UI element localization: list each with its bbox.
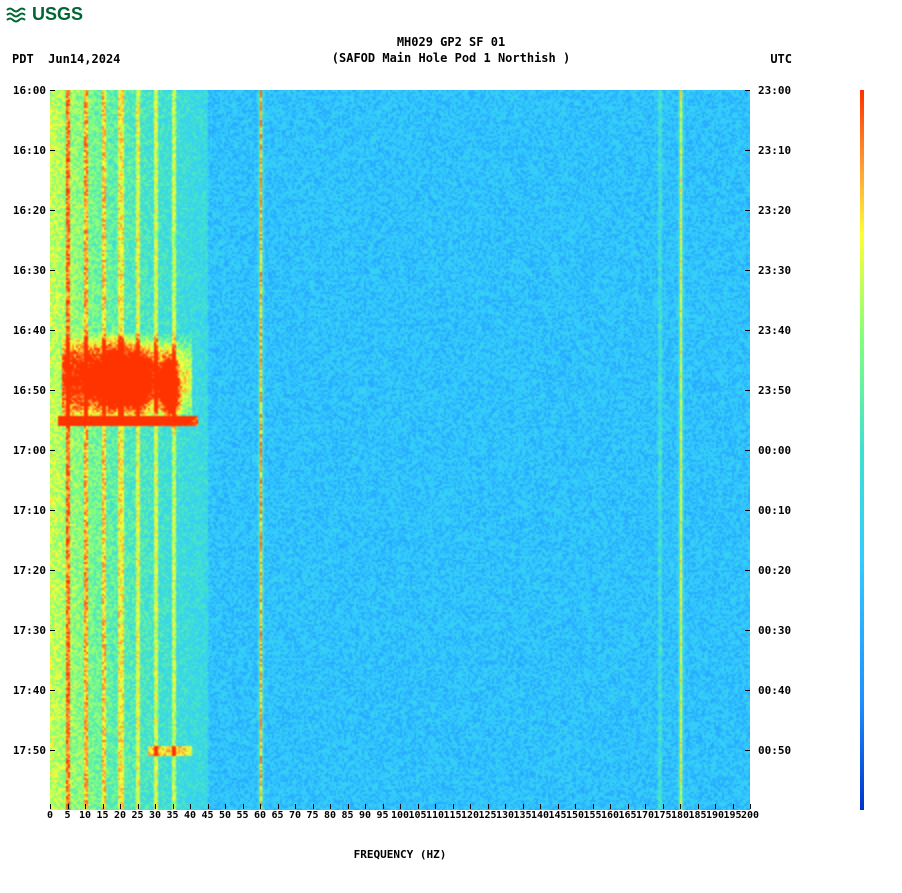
y-tick-right: 23:40 <box>758 324 791 337</box>
x-tick: 120 <box>461 810 479 821</box>
x-tick: 55 <box>236 810 248 821</box>
y-tick-right: 23:10 <box>758 144 791 157</box>
y-axis-right: 23:0023:1023:2023:3023:4023:5000:0000:10… <box>750 90 800 810</box>
y-tick-right: 00:00 <box>758 444 791 457</box>
y-tick-left: 16:30 <box>13 264 46 277</box>
x-tick: 10 <box>79 810 91 821</box>
x-tick: 195 <box>723 810 741 821</box>
y-tick-left: 17:00 <box>13 444 46 457</box>
x-axis: 0510152025303540455055606570758085909510… <box>50 810 750 850</box>
y-tick-left: 17:10 <box>13 504 46 517</box>
x-tick: 20 <box>114 810 126 821</box>
x-tick: 105 <box>408 810 426 821</box>
y-tick-right: 23:20 <box>758 204 791 217</box>
x-tick: 25 <box>131 810 143 821</box>
x-tick: 80 <box>324 810 336 821</box>
y-tick-right: 23:30 <box>758 264 791 277</box>
x-tick: 40 <box>184 810 196 821</box>
y-tick-left: 16:50 <box>13 384 46 397</box>
x-tick: 100 <box>391 810 409 821</box>
y-tick-right: 23:00 <box>758 84 791 97</box>
x-tick: 155 <box>583 810 601 821</box>
y-tick-left: 16:10 <box>13 144 46 157</box>
x-tick: 75 <box>306 810 318 821</box>
x-tick: 115 <box>443 810 461 821</box>
right-timezone: UTC <box>770 52 792 66</box>
x-tick: 5 <box>64 810 70 821</box>
y-tick-left: 17:50 <box>13 744 46 757</box>
y-tick-left: 16:00 <box>13 84 46 97</box>
spectrogram-canvas <box>50 90 750 810</box>
y-tick-left: 17:40 <box>13 684 46 697</box>
x-tick: 185 <box>688 810 706 821</box>
usgs-logo: USGS <box>6 4 83 25</box>
plot-title: MH029 GP2 SF 01 (SAFOD Main Hole Pod 1 N… <box>0 35 902 66</box>
x-tick: 125 <box>478 810 496 821</box>
x-tick: 150 <box>566 810 584 821</box>
x-tick: 90 <box>359 810 371 821</box>
x-tick: 200 <box>741 810 759 821</box>
x-tick: 175 <box>653 810 671 821</box>
colorbar <box>860 90 864 810</box>
x-tick: 165 <box>618 810 636 821</box>
x-tick: 190 <box>706 810 724 821</box>
x-tick: 85 <box>341 810 353 821</box>
title-line-1: MH029 GP2 SF 01 <box>0 35 902 51</box>
spectrogram-plot <box>50 90 750 810</box>
y-tick-left: 16:20 <box>13 204 46 217</box>
x-tick: 180 <box>671 810 689 821</box>
x-tick: 50 <box>219 810 231 821</box>
title-line-2: (SAFOD Main Hole Pod 1 Northish ) <box>0 51 902 67</box>
x-tick: 140 <box>531 810 549 821</box>
y-tick-right: 00:40 <box>758 684 791 697</box>
x-tick: 170 <box>636 810 654 821</box>
x-tick: 135 <box>513 810 531 821</box>
x-tick: 35 <box>166 810 178 821</box>
x-tick: 70 <box>289 810 301 821</box>
x-tick: 110 <box>426 810 444 821</box>
y-tick-right: 00:10 <box>758 504 791 517</box>
y-tick-right: 23:50 <box>758 384 791 397</box>
y-axis-left: 16:0016:1016:2016:3016:4016:5017:0017:10… <box>0 90 50 810</box>
y-tick-left: 17:20 <box>13 564 46 577</box>
wave-icon <box>6 6 28 24</box>
y-tick-right: 00:20 <box>758 564 791 577</box>
x-tick: 65 <box>271 810 283 821</box>
y-tick-left: 16:40 <box>13 324 46 337</box>
x-tick: 130 <box>496 810 514 821</box>
y-tick-right: 00:50 <box>758 744 791 757</box>
left-timezone: PDT Jun14,2024 <box>12 52 120 66</box>
y-tick-right: 00:30 <box>758 624 791 637</box>
x-tick: 30 <box>149 810 161 821</box>
logo-text: USGS <box>32 4 83 25</box>
x-tick: 95 <box>376 810 388 821</box>
x-tick: 60 <box>254 810 266 821</box>
x-tick: 145 <box>548 810 566 821</box>
x-tick: 45 <box>201 810 213 821</box>
x-tick: 15 <box>96 810 108 821</box>
x-axis-label: FREQUENCY (HZ) <box>50 848 750 861</box>
y-tick-left: 17:30 <box>13 624 46 637</box>
x-tick: 0 <box>47 810 53 821</box>
x-tick: 160 <box>601 810 619 821</box>
x-ticks: 0510152025303540455055606570758085909510… <box>50 810 750 830</box>
